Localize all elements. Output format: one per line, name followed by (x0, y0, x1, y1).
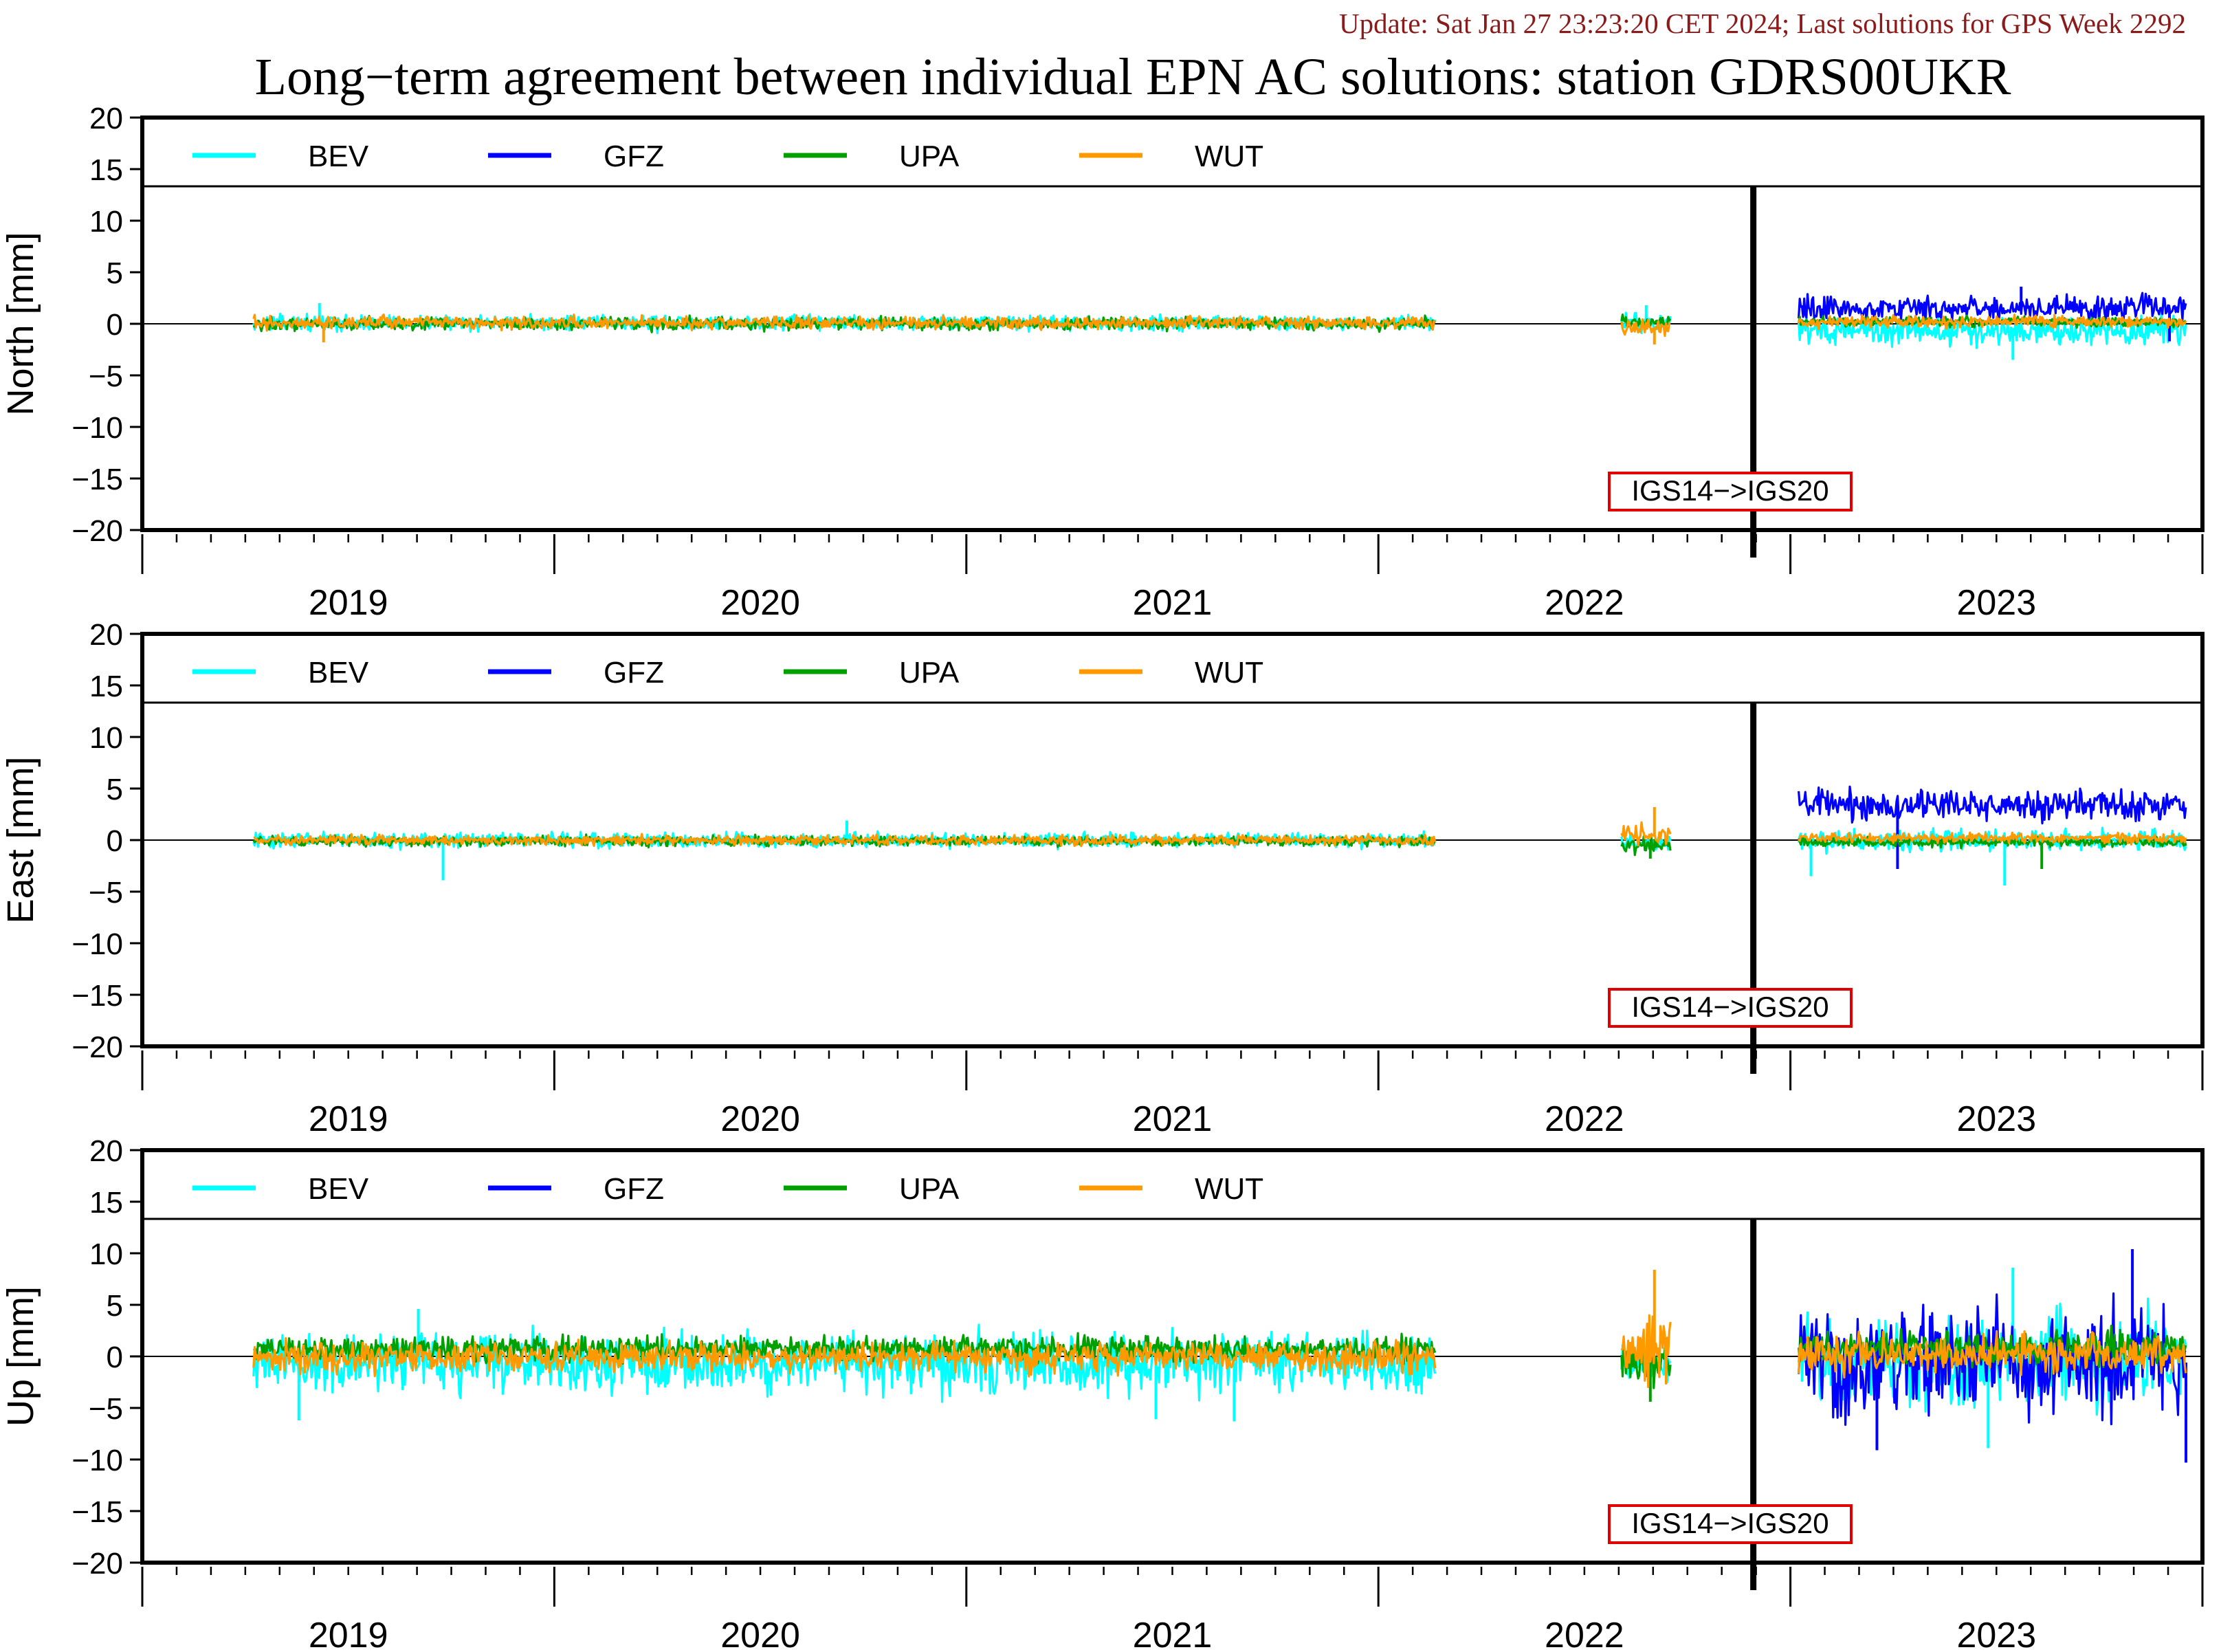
x-tick-label: 2022 (1545, 1099, 1624, 1139)
x-tick-label: 2023 (1956, 1616, 2036, 1649)
frame-change-label: IGS14−>IGS20 (1631, 1507, 1828, 1539)
y-tick-label: −5 (89, 1392, 123, 1426)
legend-label-gfz: GFZ (604, 1172, 664, 1206)
y-tick-label: 10 (89, 1237, 123, 1271)
x-tick-label: 2019 (309, 1099, 388, 1139)
y-tick-label: 20 (89, 102, 123, 135)
x-tick-label: 2022 (1545, 1616, 1624, 1649)
update-timestamp: Update: Sat Jan 27 23:23:20 CET 2024; La… (1339, 8, 2186, 39)
x-tick-label: 2020 (720, 583, 800, 623)
x-tick-label: 2023 (1956, 1099, 2036, 1139)
series-bev (252, 1323, 1437, 1403)
legend-label-upa: UPA (899, 140, 960, 173)
x-tick-label: 2021 (1133, 583, 1213, 623)
y-tick-label: 10 (89, 205, 123, 239)
series-upa (1798, 835, 2187, 850)
series-bev (1798, 311, 2187, 349)
y-tick-label: −15 (71, 979, 123, 1013)
y-tick-label: −20 (71, 1547, 123, 1581)
legend-label-wut: WUT (1195, 140, 1263, 173)
series-wut (1798, 831, 2187, 846)
legend-label-bev: BEV (308, 140, 369, 173)
x-tick-label: 2021 (1133, 1616, 1213, 1649)
series-wut (1620, 1314, 1672, 1389)
series-wut (252, 313, 1436, 332)
y-tick-label: −20 (71, 514, 123, 548)
series-wut (1620, 821, 1672, 847)
y-tick-label: 10 (89, 721, 123, 755)
y-tick-label: 20 (89, 618, 123, 652)
plot-area (142, 1249, 2202, 1463)
x-tick-label: 2019 (309, 583, 388, 623)
frame-change-label: IGS14−>IGS20 (1631, 474, 1828, 507)
frame-change-label: IGS14−>IGS20 (1631, 991, 1828, 1023)
legend-label-gfz: GFZ (604, 140, 664, 173)
y-tick-label: 20 (89, 1134, 123, 1168)
y-tick-label: −10 (71, 927, 123, 961)
series-gfz (1798, 785, 2187, 825)
legend-label-bev: BEV (308, 1172, 369, 1206)
series-wut (1798, 1330, 2187, 1379)
series-wut (252, 1337, 1437, 1378)
y-tick-label: 0 (107, 824, 123, 858)
y-tick-label: 0 (107, 308, 123, 342)
panel-up: IGS14−>IGS20 BEV GFZ UPA WUT 20 15 10 5 0 −5 −10 −15… (0, 1134, 2205, 1652)
x-tick-label: 2019 (309, 1616, 388, 1649)
frame-change-box (1608, 1504, 1853, 1544)
series-wut (253, 833, 1437, 848)
y-tick-label: 5 (107, 773, 123, 806)
y-tick-label: 5 (107, 1289, 123, 1323)
y-tick-label: 15 (89, 153, 123, 187)
series-wut (1620, 318, 1671, 338)
x-tick-label: 2021 (1133, 1099, 1213, 1139)
series-wut (1798, 313, 2187, 331)
legend-label-wut: WUT (1195, 1172, 1263, 1206)
plot-area (142, 785, 2202, 885)
frame-change-box (1608, 472, 1853, 511)
x-tick-label: 2020 (720, 1099, 800, 1139)
chart-title: Long−term agreement between individual E… (255, 48, 2011, 106)
y-tick-label: 15 (89, 670, 123, 703)
legend-label-upa: UPA (899, 656, 960, 690)
y-tick-label: −5 (89, 876, 123, 910)
y-axis-label: North [mm] (0, 232, 41, 415)
series-upa (1620, 835, 1672, 857)
y-tick-label: −5 (89, 360, 123, 393)
y-tick-label: −15 (71, 1495, 123, 1529)
panel-north: IGS14−>IGS20 BEV GFZ UPA WUT 20 15 10 5 0 −5 −10 −15… (0, 102, 2205, 623)
legend-label-gfz: GFZ (604, 656, 664, 690)
legend-label-wut: WUT (1195, 656, 1263, 690)
y-axis-label: Up [mm] (0, 1286, 41, 1427)
x-tick-label: 2020 (720, 1616, 800, 1649)
y-axis-label: East [mm] (0, 756, 41, 923)
y-tick-label: −15 (71, 463, 123, 496)
y-tick-label: 0 (107, 1341, 123, 1374)
y-tick-label: 15 (89, 1186, 123, 1220)
y-tick-label: 5 (107, 256, 123, 290)
x-tick-label: 2022 (1545, 583, 1624, 623)
y-tick-label: −20 (71, 1031, 123, 1064)
legend-label-bev: BEV (308, 656, 369, 690)
panel-east: IGS14−>IGS20 BEV GFZ UPA WUT 20 15 10 5 0 −5 −10 −15… (0, 618, 2205, 1139)
x-tick-label: 2023 (1956, 583, 2036, 623)
series-gfz (1798, 1292, 2187, 1427)
y-tick-label: −10 (71, 1444, 123, 1477)
series-gfz (1798, 291, 2187, 324)
panels-group: IGS14−>IGS20 BEV GFZ UPA WUT 20 15 10 5 0 −5 −10 −15… (0, 102, 2205, 1652)
y-tick-label: −10 (71, 411, 123, 445)
plot-area (142, 287, 2202, 360)
frame-change-box (1608, 988, 1853, 1028)
legend-label-upa: UPA (899, 1172, 960, 1206)
